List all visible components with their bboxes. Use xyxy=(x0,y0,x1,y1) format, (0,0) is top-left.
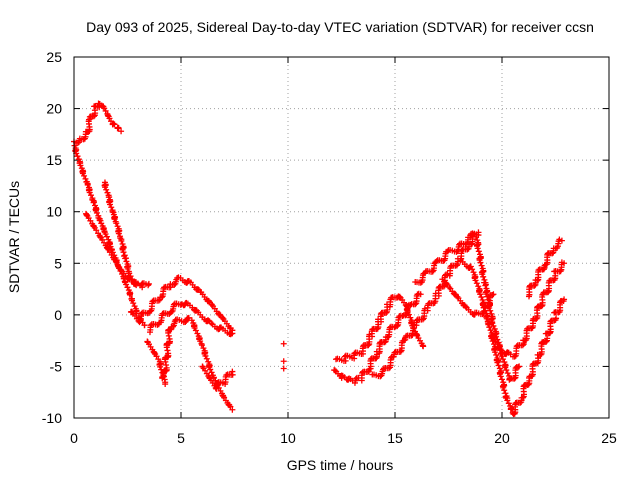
series-descending-track-B xyxy=(101,179,137,287)
x-tick-label: 20 xyxy=(494,430,510,446)
x-axis-label: GPS time / hours xyxy=(287,457,394,473)
series-upper-arc xyxy=(71,100,125,146)
series-low-start-track xyxy=(82,210,152,291)
y-axis: -10 -5 0 5 10 15 20 25 xyxy=(42,49,609,426)
plus-marker xyxy=(101,179,137,287)
plus-marker xyxy=(82,210,152,291)
series-rising-track-B xyxy=(412,229,482,286)
plus-marker xyxy=(489,259,568,360)
plus-marker xyxy=(71,100,125,146)
y-tick-label: -10 xyxy=(42,410,62,426)
plus-marker xyxy=(525,236,565,300)
plus-marker xyxy=(280,340,287,372)
plus-marker xyxy=(127,274,236,334)
series-lower-hump-track xyxy=(146,299,236,338)
y-tick-label: 15 xyxy=(46,152,62,168)
series-recovery-track xyxy=(510,296,568,418)
series-dip-track xyxy=(144,314,236,413)
plot-frame xyxy=(73,56,610,419)
plus-marker xyxy=(71,142,148,329)
data-points xyxy=(71,100,568,418)
y-tick-label: -5 xyxy=(50,358,63,374)
series-morning-track-A xyxy=(331,290,424,386)
series-recovery-track-B xyxy=(489,259,568,360)
plus-marker xyxy=(412,229,482,286)
series-isolated-points xyxy=(280,340,287,372)
grid-lines xyxy=(74,57,609,418)
y-tick-label: 20 xyxy=(46,101,62,117)
y-axis-label: SDTVAR / TECUs xyxy=(6,181,22,293)
plus-marker xyxy=(510,296,568,418)
y-tick-label: 10 xyxy=(46,204,62,220)
x-axis: 0 5 10 15 20 25 xyxy=(70,57,617,446)
plus-marker xyxy=(199,363,236,392)
series-late-evening-track xyxy=(199,363,236,392)
series-hump-track xyxy=(127,274,236,334)
series-end-track xyxy=(525,236,565,300)
plus-marker xyxy=(439,276,497,318)
x-tick-label: 15 xyxy=(387,430,403,446)
y-tick-label: 25 xyxy=(46,49,62,65)
y-tick-label: 0 xyxy=(54,307,62,323)
x-tick-label: 0 xyxy=(70,430,78,446)
series-morning-track-B xyxy=(332,293,427,364)
series-descending-track-A xyxy=(71,142,148,329)
plus-marker xyxy=(146,299,236,338)
y-tick-label: 5 xyxy=(54,255,62,271)
x-tick-label: 25 xyxy=(601,430,617,446)
plus-marker xyxy=(332,293,427,364)
chart-title: Day 093 of 2025, Sidereal Day-to-day VTE… xyxy=(86,19,594,35)
plus-marker xyxy=(144,314,236,413)
x-tick-label: 10 xyxy=(280,430,296,446)
x-tick-label: 5 xyxy=(177,430,185,446)
series-branch-track xyxy=(439,276,497,318)
plus-marker xyxy=(331,290,424,386)
